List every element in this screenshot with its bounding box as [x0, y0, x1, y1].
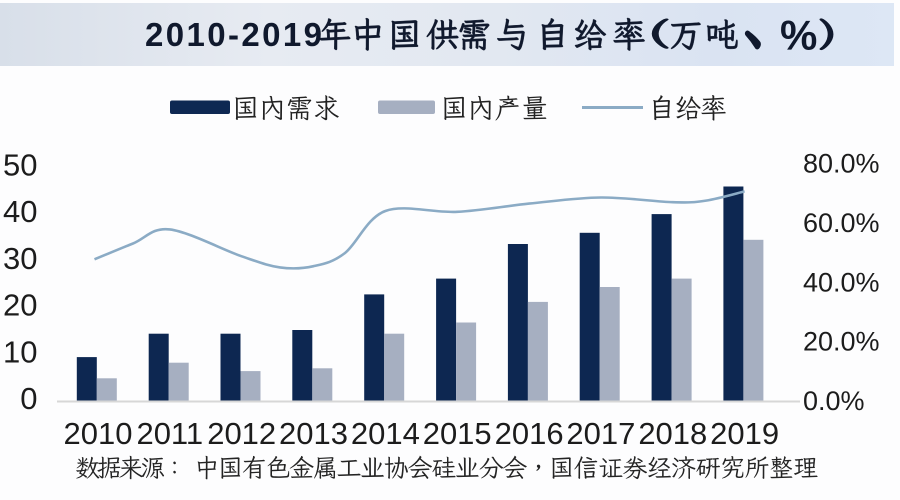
svg-text:10: 10	[3, 334, 37, 369]
svg-text:0.0%: 0.0%	[803, 386, 865, 416]
svg-text:30: 30	[3, 241, 37, 276]
svg-text:2011: 2011	[136, 416, 203, 451]
svg-text:2010-2019: 2010-2019	[145, 16, 322, 53]
svg-text:2014: 2014	[351, 416, 420, 451]
svg-text:60.0%: 60.0%	[803, 208, 880, 238]
svg-text:2018: 2018	[638, 416, 707, 451]
svg-text:2013: 2013	[279, 416, 348, 451]
svg-text:%: %	[780, 12, 817, 59]
svg-text:2019: 2019	[710, 416, 779, 451]
svg-text:40.0%: 40.0%	[803, 267, 880, 297]
svg-text:50: 50	[3, 147, 37, 182]
svg-text:20.0%: 20.0%	[803, 327, 880, 357]
svg-text:2017: 2017	[566, 416, 635, 451]
svg-text:2016: 2016	[495, 416, 564, 451]
svg-text:80.0%: 80.0%	[803, 149, 880, 179]
svg-text:40: 40	[3, 194, 37, 229]
svg-text:20: 20	[3, 288, 37, 323]
svg-text:2010: 2010	[64, 416, 133, 451]
svg-text:2012: 2012	[207, 416, 276, 451]
svg-text:2015: 2015	[423, 416, 492, 451]
svg-text:0: 0	[20, 381, 37, 416]
